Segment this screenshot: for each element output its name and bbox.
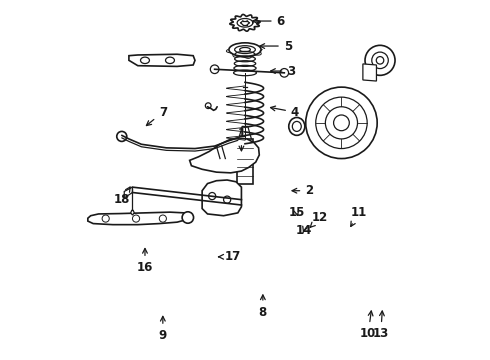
Text: 2: 2 <box>292 184 314 197</box>
Text: 1: 1 <box>237 127 245 151</box>
Text: 18: 18 <box>114 187 130 206</box>
Circle shape <box>117 131 127 141</box>
Text: 3: 3 <box>270 64 295 77</box>
Ellipse shape <box>289 117 305 135</box>
Text: 5: 5 <box>260 40 292 53</box>
Ellipse shape <box>229 43 261 57</box>
Polygon shape <box>202 180 242 216</box>
Text: 4: 4 <box>270 105 299 119</box>
Circle shape <box>365 45 395 75</box>
Text: 8: 8 <box>259 295 267 319</box>
Text: 11: 11 <box>351 206 368 226</box>
Text: 13: 13 <box>372 311 389 340</box>
Circle shape <box>306 87 377 158</box>
Polygon shape <box>129 54 195 66</box>
Text: 14: 14 <box>296 224 312 237</box>
Text: 9: 9 <box>159 316 167 342</box>
Text: 12: 12 <box>310 211 328 227</box>
Circle shape <box>182 212 194 223</box>
Polygon shape <box>88 212 190 225</box>
Text: 7: 7 <box>147 105 167 126</box>
Polygon shape <box>131 210 134 215</box>
Polygon shape <box>237 139 253 184</box>
Text: 6: 6 <box>253 14 285 27</box>
Text: 15: 15 <box>289 206 305 219</box>
Polygon shape <box>190 138 259 173</box>
Text: 10: 10 <box>360 311 376 340</box>
Polygon shape <box>363 64 376 81</box>
Polygon shape <box>124 187 132 198</box>
Text: 16: 16 <box>137 248 153 274</box>
Text: 17: 17 <box>219 250 241 263</box>
